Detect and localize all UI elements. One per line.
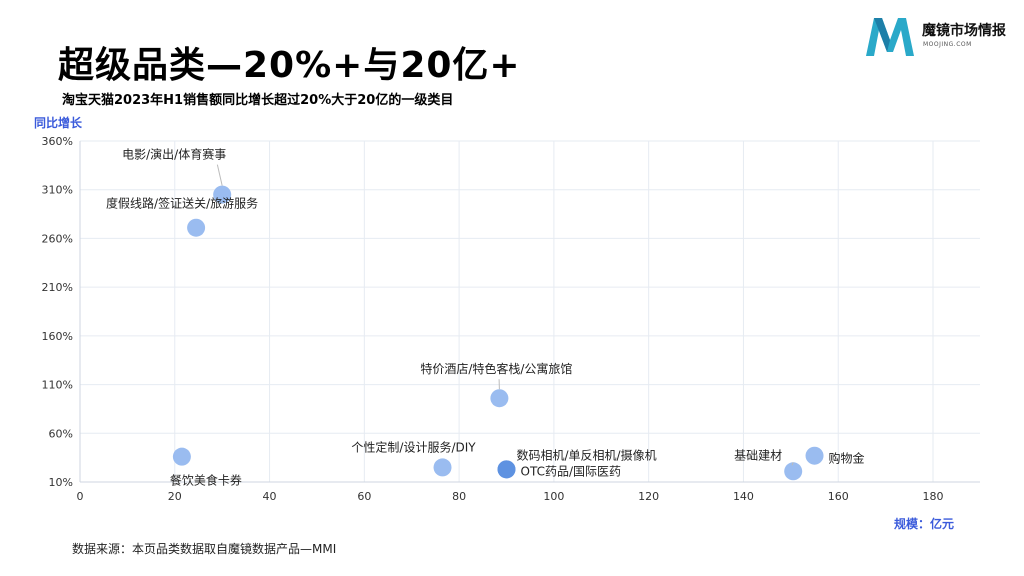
x-tick-label: 180 [923,490,944,503]
x-tick-label: 0 [77,490,84,503]
data-point-label: 度假线路/签证送关/旅游服务 [106,196,258,211]
chart-ticks: 10% 60% 110% 160% 210% 260% 310% 360% 0 20 40 60 80 1… [42,135,944,503]
y-axis-label: 同比增长 [34,115,83,130]
data-point [433,458,452,477]
y-tick-label: 360% [42,135,73,148]
chart-points [172,185,824,481]
y-tick-label: 210% [42,281,73,294]
y-tick-label: 160% [42,330,73,343]
y-tick-label: 260% [42,232,73,245]
chart-axes [79,141,980,483]
data-point [490,389,509,408]
brand-name: 魔镜市场情报 [922,23,1006,39]
y-tick-label: 110% [42,379,73,392]
data-point [805,446,824,465]
x-tick-label: 80 [452,490,466,503]
data-point-label: 餐饮美食卡券 [170,473,242,488]
x-axis-label: 规模：亿元 [894,516,954,531]
page-title: 超级品类—20%+与20亿+ [58,45,521,86]
brand: 魔镜市场情报 MOOJING.COM [862,14,1012,58]
x-tick-label: 100 [543,490,564,503]
moojing-logo-icon [866,18,914,56]
chart-point-labels: 电影/演出/体育赛事度假线路/签证送关/旅游服务特价酒店/特色客栈/公寓旅馆餐饮… [106,147,864,488]
data-point-label: 个性定制/设计服务/DIY [351,439,476,454]
data-point-label: 数码相机/单反相机/摄像机 [517,447,657,462]
y-tick-label: 10% [49,476,73,489]
x-tick-label: 20 [168,490,182,503]
x-tick-label: 160 [828,490,849,503]
data-point [213,185,232,204]
data-point-label: OTC药品/国际医药 [521,464,622,478]
data-point [497,460,516,479]
page-subtitle: 淘宝天猫2023年H1销售额同比增长超过20%大于20亿的一级类目 [62,93,454,108]
chart-grid [80,140,980,482]
x-tick-label: 120 [638,490,659,503]
data-point-label: 基础建材 [734,448,782,462]
data-point-label: 购物金 [829,451,865,466]
data-point [172,447,191,466]
data-point-label: 电影/演出/体育赛事 [122,147,226,162]
data-point [187,218,206,237]
label-leader-line [216,164,223,186]
x-tick-label: 140 [733,490,754,503]
x-tick-label: 40 [263,490,277,503]
data-point [784,462,803,481]
y-tick-label: 60% [49,427,73,440]
brand-url: MOOJING.COM [923,41,972,48]
y-tick-label: 310% [42,184,73,197]
data-point-label: 特价酒店/特色客栈/公寓旅馆 [420,361,572,376]
data-source-note: 数据来源：本页品类数据取自魔镜数据产品—MMI [72,542,337,556]
x-tick-label: 60 [357,490,371,503]
label-leader-line [791,462,794,466]
